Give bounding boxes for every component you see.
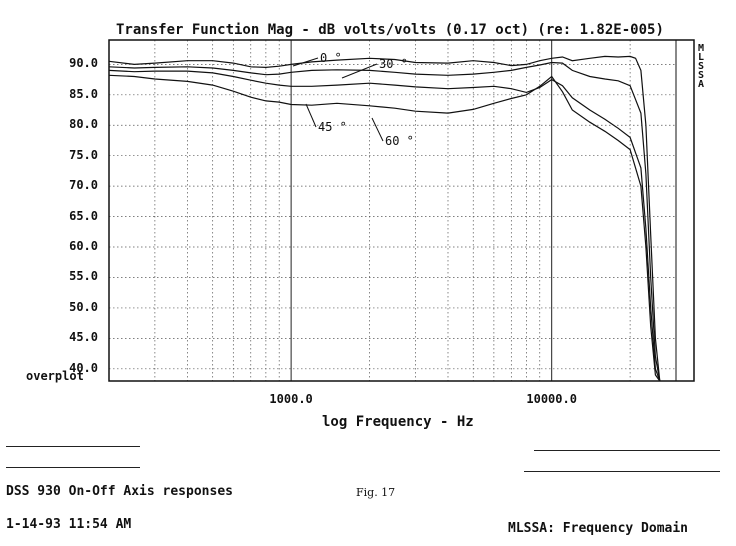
y-tick-label: 85.0 [69, 86, 98, 101]
annotation-arrow [371, 117, 384, 142]
x-tick-label: 1000.0 [269, 392, 313, 406]
footer-rule [6, 467, 140, 468]
bottom-caption: overplot [26, 369, 84, 383]
y-tick-label: 90.0 [69, 56, 98, 71]
y-tick-label: 40.0 [69, 360, 98, 375]
series-line-2 [108, 69, 661, 382]
figure-label: Fig. 17 [356, 486, 396, 499]
footer-rule [524, 471, 720, 472]
series-line-1 [108, 61, 661, 382]
chart-title: Transfer Function Mag - dB volts/volts (… [116, 22, 664, 38]
footer-rule [534, 450, 720, 451]
y-tick-label: 55.0 [69, 269, 98, 284]
footer-app-name: MLSSA: Frequency Domain [508, 521, 689, 536]
annotation-label: 30 ° [379, 57, 408, 71]
y-tick-label: 70.0 [69, 178, 98, 193]
y-tick-label: 50.0 [69, 299, 98, 314]
series-line-0 [108, 55, 661, 382]
footer-rule [6, 446, 140, 447]
y-tick-label: 45.0 [69, 330, 98, 345]
annotation-arrow [341, 63, 378, 79]
annotation-arrow [292, 57, 319, 67]
y-tick-label: 80.0 [69, 117, 98, 132]
footer-description: DSS 930 On-Off Axis responses [6, 484, 233, 499]
annotation-label: 60 ° [385, 134, 414, 148]
x-tick-label: 10000.0 [526, 392, 577, 406]
series-line-3 [108, 74, 661, 382]
footer-date: 1-14-93 11:54 AM [6, 517, 132, 532]
plot-frame [108, 39, 695, 382]
x-axis-label: log Frequency - Hz [322, 414, 474, 430]
annotation-label: 45 ° [318, 120, 347, 134]
annotation-arrow [305, 103, 317, 128]
annotation-label: 0 ° [320, 51, 342, 65]
y-tick-label: 65.0 [69, 208, 98, 223]
y-tick-label: 75.0 [69, 147, 98, 162]
y-tick-label: 60.0 [69, 239, 98, 254]
